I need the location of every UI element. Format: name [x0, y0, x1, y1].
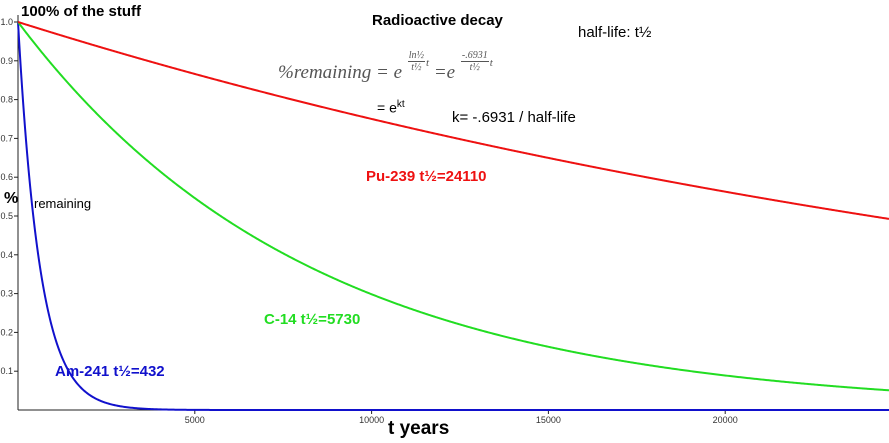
c14-decay-line: [17, 21, 889, 392]
x-tick-label: 10000: [359, 415, 384, 425]
formula-equals: =e: [433, 62, 456, 83]
y-tick-label: 0.2: [0, 327, 13, 337]
ekt-exponent: kt: [396, 99, 405, 110]
frac2-denominator: t½: [469, 62, 480, 74]
formula-frac-2: -.6931 t½: [460, 50, 489, 74]
y-tick-label: 0.1: [0, 366, 13, 376]
c14-label: C-14 t½=5730: [264, 311, 361, 328]
formula-e1: e: [393, 62, 402, 83]
y-tick-label: 0.4: [0, 250, 13, 260]
y-axis-label: %: [4, 190, 19, 207]
top-annotation: 100% of the stuff: [21, 3, 142, 20]
formula-lhs: %remaining =: [278, 62, 389, 83]
ekt-label: = ekt: [377, 99, 405, 116]
x-tick-label: 5000: [185, 415, 205, 425]
y-axis-label-extra: remaining: [34, 196, 92, 211]
frac1-numerator: ln½: [407, 50, 426, 63]
x-axis-label: t years: [388, 418, 450, 439]
y-tick-label: 0.3: [0, 289, 13, 299]
y-tick-label: 0.5: [0, 211, 13, 221]
y-tick-label: 1.0: [0, 17, 13, 27]
x-tick-label: 15000: [536, 415, 561, 425]
am241-decay-line: [17, 21, 889, 411]
formula-frac-1: ln½ t½: [407, 50, 426, 74]
y-tick-label: 0.7: [0, 133, 13, 143]
series-lines: [17, 21, 889, 411]
frac1-denominator: t½: [411, 62, 422, 74]
half-life-label: half-life: t½: [578, 24, 652, 41]
chart-title: Radioactive decay: [372, 12, 503, 29]
y-tick-label: 0.8: [0, 95, 13, 105]
pu239-decay-line: [17, 21, 889, 220]
x-tick-label: 20000: [713, 415, 738, 425]
y-ticks: 0.1 0.2 0.3 0.4 0.5 0.6 0.7 0.8 0.9 1.0: [0, 17, 18, 376]
am241-label: Am-241 t½=432: [55, 363, 165, 380]
x-ticks: 5000100001500020000250003000035000400004…: [185, 410, 738, 425]
formula: %remaining = e ln½ t½ t =e -.6931 t½ t: [278, 50, 493, 83]
pu239-label: Pu-239 t½=24110: [366, 168, 487, 185]
y-tick-label: 0.6: [0, 172, 13, 182]
k-label: k= -.6931 / half-life: [452, 109, 576, 126]
frac2-numerator: -.6931: [460, 50, 489, 63]
y-tick-label: 0.9: [0, 56, 13, 66]
ekt-base: = e: [377, 99, 397, 116]
